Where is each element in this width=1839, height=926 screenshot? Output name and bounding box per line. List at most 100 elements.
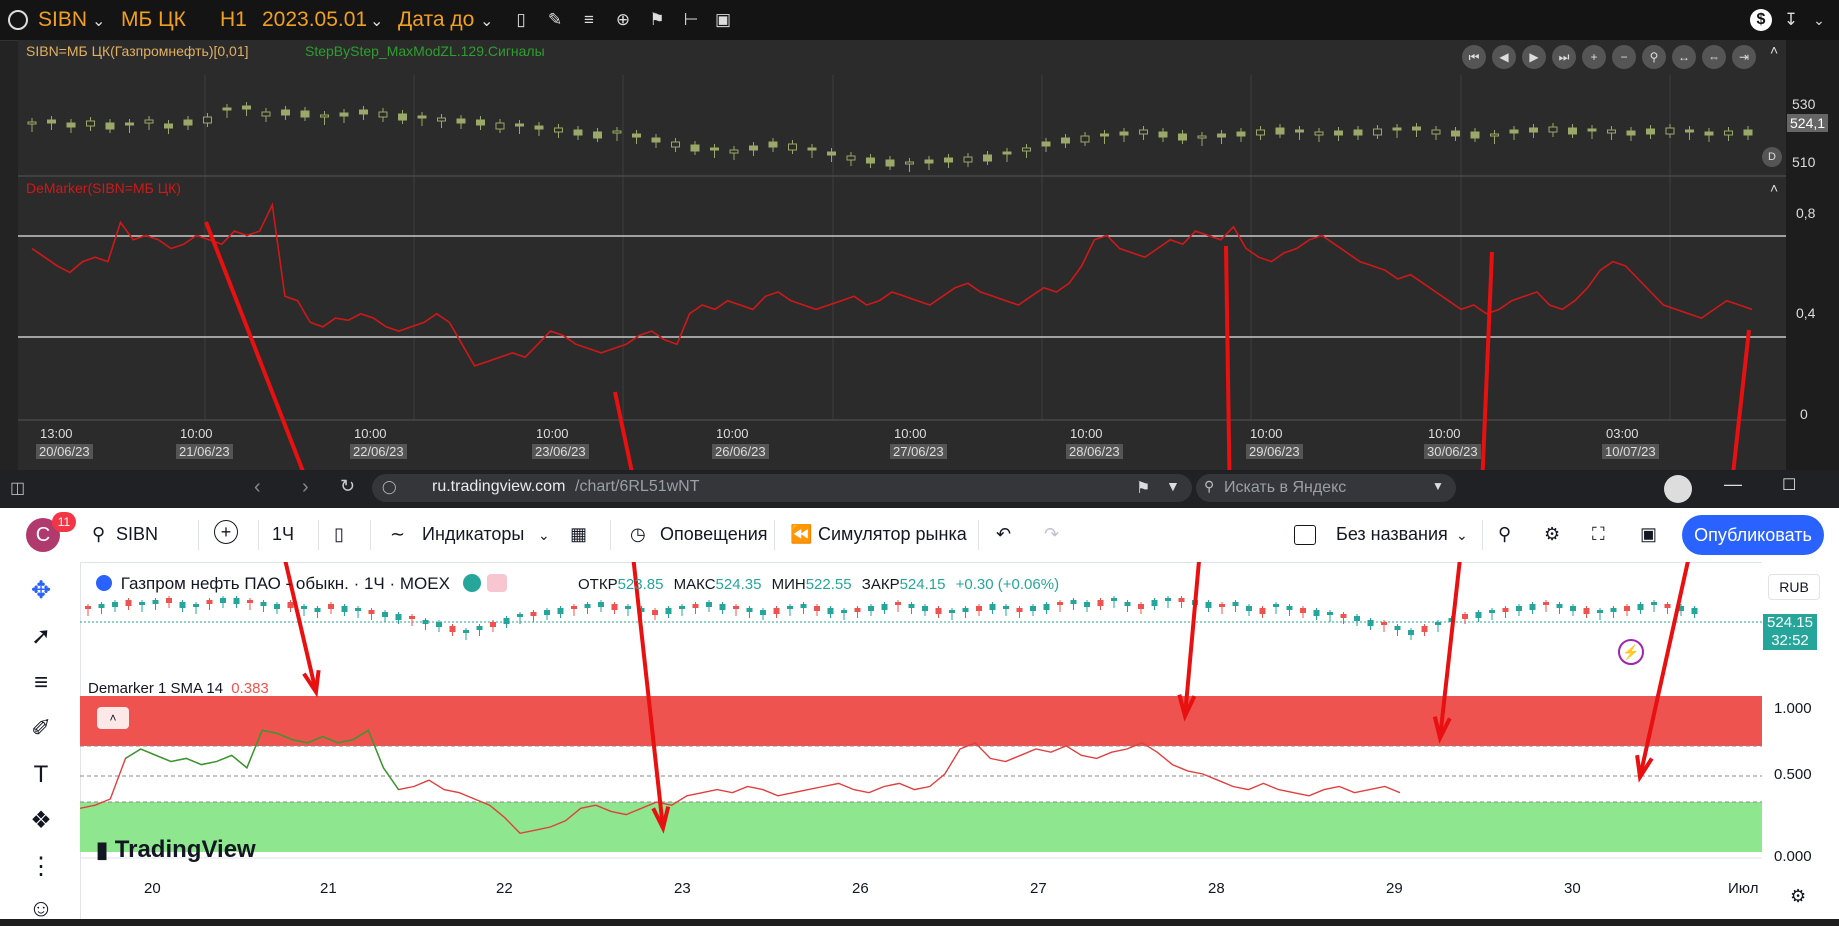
chevron-down-icon[interactable]: ⌄: [370, 13, 384, 30]
chevron-down-icon[interactable]: ⌄: [1813, 12, 1825, 28]
date-mode-select[interactable]: Дата до: [398, 8, 475, 31]
reload-icon[interactable]: ↻: [340, 476, 356, 496]
d-badge[interactable]: D: [1762, 147, 1782, 167]
candle: [1139, 129, 1148, 135]
end-icon[interactable]: ⇥: [1732, 45, 1756, 69]
circle-icon[interactable]: [8, 10, 28, 30]
candles-icon[interactable]: ▯: [516, 10, 526, 29]
candle: [807, 147, 817, 151]
layout-name[interactable]: Без названия: [1336, 524, 1448, 544]
search-icon[interactable]: ⚲: [92, 524, 106, 544]
chevron-down-icon[interactable]: ▼: [1166, 478, 1180, 494]
indicators-icon[interactable]: ∼: [390, 524, 406, 544]
expand-icon[interactable]: ↔: [1672, 45, 1696, 69]
terminal-chart-area[interactable]: SIBN=МБ ЦК(Газпромнефть)[0,01] StepBySte…: [18, 40, 1786, 470]
symbol-select[interactable]: SIBN: [38, 8, 88, 31]
compress-icon[interactable]: ⇔: [1702, 45, 1726, 69]
add-symbol-icon[interactable]: +: [214, 520, 238, 544]
text-icon[interactable]: T: [33, 761, 49, 788]
settings-icon[interactable]: ⚙: [1544, 524, 1561, 544]
lightning-icon[interactable]: ⚡: [1618, 639, 1644, 665]
x-axis-label: 26: [852, 880, 869, 897]
redo-icon[interactable]: ↷: [1044, 524, 1060, 544]
tv-chart-svg[interactable]: [80, 562, 1762, 919]
currency-select[interactable]: RUB: [1768, 574, 1820, 600]
address-bar[interactable]: ◯ ru.tradingview.com /chart/6RL51wNT ⚑ ▼: [372, 474, 1192, 502]
candle: [866, 157, 875, 164]
price-axis-label: 530: [1792, 96, 1816, 112]
interval-button[interactable]: 1Ч: [272, 524, 295, 544]
board-select[interactable]: МБ ЦК: [121, 8, 186, 31]
forward-icon[interactable]: ›: [302, 476, 309, 498]
undo-icon[interactable]: ↶: [996, 524, 1012, 544]
profile-icon[interactable]: [1664, 475, 1692, 503]
fib-icon[interactable]: ≡: [33, 669, 48, 696]
crosshair-icon[interactable]: ✥: [30, 577, 52, 604]
candle: [193, 604, 199, 607]
publish-button[interactable]: Опубликовать: [1682, 515, 1824, 555]
chevron-down-icon[interactable]: ⌄: [480, 13, 494, 30]
tab-icon[interactable]: ◫: [10, 480, 26, 497]
indicators-button[interactable]: Индикаторы: [422, 524, 525, 544]
candle: [1002, 151, 1012, 155]
timeframe-select[interactable]: H1: [220, 8, 247, 31]
indicator-legend[interactable]: Demarker 1 SMA 14 0.383: [88, 680, 269, 697]
zoom-in-icon[interactable]: +: [1582, 45, 1606, 69]
zoom-out-icon[interactable]: −: [1612, 45, 1636, 69]
replay-icon[interactable]: ⏪: [790, 524, 813, 544]
annotation-arrow: [1480, 251, 1494, 470]
layout-checkbox[interactable]: [1294, 525, 1316, 545]
candle: [1583, 608, 1590, 614]
candle: [1022, 147, 1031, 152]
candle: [247, 600, 253, 603]
crosshair-icon[interactable]: ⊕: [615, 10, 631, 29]
settings-icon[interactable]: ⚙: [1790, 886, 1807, 906]
chevron-down-icon[interactable]: ⌄: [538, 527, 550, 543]
quick-search-icon[interactable]: ⚲: [1498, 524, 1512, 544]
avatar-letter: C: [35, 524, 51, 546]
prediction-icon[interactable]: ⋮: [29, 853, 53, 880]
yandex-search[interactable]: ⚲ Искать в Яндекс ▼: [1196, 474, 1456, 502]
scroll-right-icon[interactable]: ▶: [1522, 45, 1546, 69]
instrument-legend[interactable]: Газпром нефть ПАО - обыкн. · 1Ч · MOEX: [96, 574, 508, 594]
annotation-arrow: [631, 562, 665, 829]
download-icon[interactable]: ↧: [1783, 10, 1799, 29]
brush-icon[interactable]: ✐: [30, 715, 52, 742]
collapse-indicator-icon[interactable]: ˄: [1770, 180, 1779, 196]
date-select[interactable]: 2023.05.01: [262, 8, 368, 31]
emoji-icon[interactable]: ☺: [28, 895, 54, 922]
scroll-start-icon[interactable]: ⏮: [1462, 45, 1486, 69]
chart-type-icon[interactable]: ▯: [334, 524, 344, 544]
candle: [1314, 131, 1324, 136]
candle: [1236, 131, 1246, 137]
maximize-icon[interactable]: ☐: [1782, 477, 1797, 494]
collapse-icon[interactable]: ˄: [1770, 42, 1779, 58]
pencil-icon[interactable]: ✎: [547, 10, 563, 29]
camera-icon[interactable]: ▣: [714, 10, 732, 29]
levels-icon[interactable]: ⊢: [683, 10, 699, 29]
symbol-search[interactable]: SIBN: [116, 524, 159, 544]
trend-line-icon[interactable]: ➚: [30, 623, 52, 650]
alerts-button[interactable]: Оповещения: [660, 524, 768, 544]
layouts-icon[interactable]: ▦: [570, 524, 588, 544]
bookmark-icon[interactable]: ⚑: [1136, 480, 1151, 497]
replay-button[interactable]: Симулятор рынка: [818, 524, 967, 544]
dollar-icon[interactable]: $: [1750, 9, 1772, 31]
collapse-pane-button[interactable]: ˄: [97, 707, 129, 729]
flags-icon[interactable]: ⚑: [649, 10, 665, 29]
chevron-down-icon[interactable]: ⌄: [92, 13, 106, 30]
fullscreen-icon[interactable]: ⛶: [1592, 524, 1605, 544]
x-axis-label: 27: [1030, 880, 1047, 897]
candle: [359, 109, 368, 115]
bars-icon[interactable]: ≡: [584, 10, 594, 29]
chevron-down-icon[interactable]: ▼: [1432, 479, 1444, 493]
scroll-end-icon[interactable]: ⏭: [1552, 45, 1576, 69]
back-icon[interactable]: ‹: [254, 476, 261, 498]
scroll-left-icon[interactable]: ◀: [1492, 45, 1516, 69]
alert-icon[interactable]: ◷: [630, 524, 646, 544]
chevron-down-icon[interactable]: ⌄: [1456, 527, 1468, 543]
pattern-icon[interactable]: ❖: [30, 807, 52, 834]
camera-icon[interactable]: ▣: [1640, 524, 1658, 544]
search-icon[interactable]: ⚲: [1642, 45, 1666, 69]
minimize-icon[interactable]: —: [1724, 474, 1742, 494]
